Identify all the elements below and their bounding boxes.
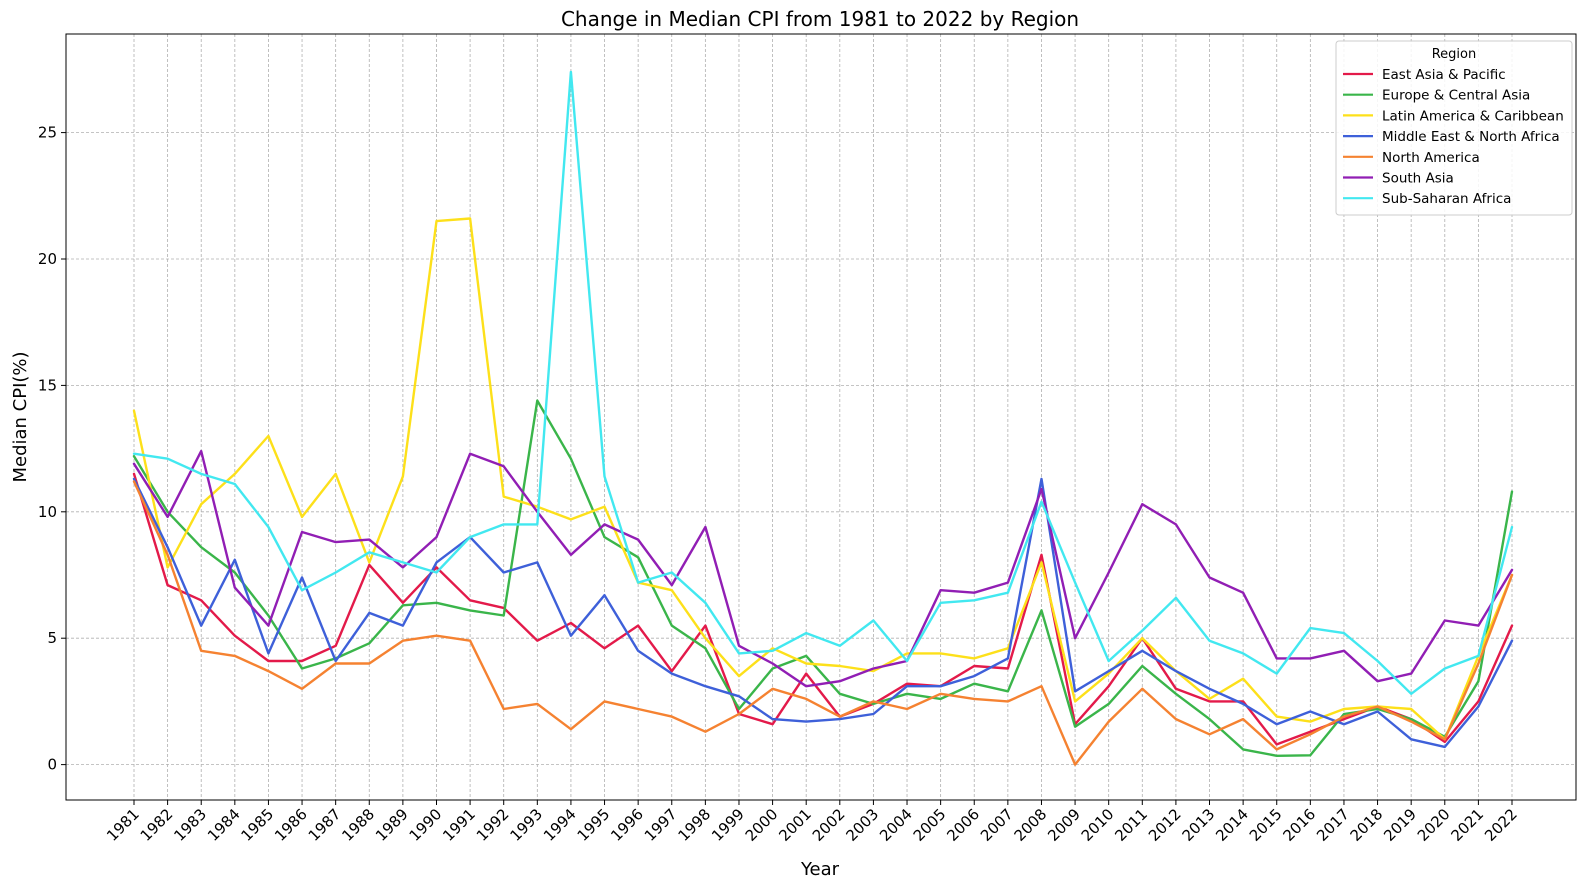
x-tick-label: 2005: [910, 805, 950, 845]
chart-title: Change in Median CPI from 1981 to 2022 b…: [561, 7, 1079, 31]
grid-layer: [66, 34, 1576, 800]
y-axis-label: Median CPI(%): [10, 351, 31, 482]
x-tick-label: 2017: [1313, 805, 1353, 845]
y-tick-label: 10: [38, 503, 57, 521]
x-tick-label: 1995: [574, 805, 614, 845]
x-tick-label: 2009: [1044, 805, 1084, 845]
x-tick-label: 1986: [271, 805, 311, 845]
series-line-north-america: [132, 480, 1514, 766]
series-line-europe-central-asia: [132, 399, 1514, 757]
x-tick-label: 1993: [506, 805, 546, 845]
series-line-middle-east-north-africa: [132, 477, 1514, 749]
x-tick-label: 1994: [540, 805, 580, 845]
x-tick-label: 2007: [977, 805, 1017, 845]
x-tick-label: 1999: [708, 805, 748, 845]
series-line-sub-saharan-africa: [132, 70, 1514, 695]
x-tick-label: 1997: [641, 805, 681, 845]
legend-box: [1335, 40, 1573, 216]
legend-label-middle-east-north-africa: Middle East & North Africa: [1382, 129, 1560, 145]
series-layer: [132, 70, 1514, 766]
x-tick-label: 2020: [1414, 805, 1454, 845]
x-tick-label: 2003: [843, 805, 883, 845]
x-tick-label: 1984: [204, 805, 244, 845]
x-axis-label: Year: [800, 859, 840, 880]
x-tick-label: 1996: [607, 805, 647, 845]
x-tick-label: 1990: [406, 805, 446, 845]
legend-label-east-asia-pacific: East Asia & Pacific: [1382, 67, 1506, 83]
x-tick-label: 1985: [238, 805, 278, 845]
x-tick-label: 1988: [338, 805, 378, 845]
x-tick-label: 2013: [1179, 805, 1219, 845]
x-tick-label: 2010: [1078, 805, 1118, 845]
x-tick-label: 2014: [1212, 805, 1252, 845]
x-tick-label: 2019: [1380, 805, 1420, 845]
x-tick-label: 2012: [1145, 805, 1185, 845]
x-tick-label: 2015: [1246, 805, 1286, 845]
x-tick-label: 1981: [103, 805, 143, 845]
y-tick-label: 5: [47, 629, 57, 647]
x-tick-label: 2011: [1111, 805, 1151, 845]
x-tick-label: 2018: [1347, 805, 1387, 845]
series-line-south-asia: [132, 449, 1514, 688]
legend-label-sub-saharan-africa: Sub-Saharan Africa: [1382, 191, 1511, 207]
legend-title: Region: [1432, 47, 1477, 62]
x-tick-label: 2016: [1279, 805, 1319, 845]
plot-area-frame: [65, 33, 1577, 801]
x-tick-label: 1989: [372, 805, 412, 845]
x-tick-label: 2021: [1447, 805, 1487, 845]
legend-label-south-asia: South Asia: [1382, 171, 1454, 187]
y-tick-label: 25: [38, 124, 57, 142]
legend-label-europe-central-asia: Europe & Central Asia: [1382, 88, 1530, 104]
legend: Region East Asia & Pacific Europe & Centr…: [1335, 40, 1573, 216]
series-line-east-asia-pacific: [132, 472, 1514, 746]
x-tick-label: 2002: [809, 805, 849, 845]
series-line-latin-america-caribbean: [132, 217, 1514, 741]
x-tick-label: 1982: [137, 805, 177, 845]
x-tick-label: 2022: [1481, 805, 1521, 845]
x-tick-label: 2008: [1011, 805, 1051, 845]
x-tick-label: 1998: [674, 805, 714, 845]
y-tick-label: 0: [47, 756, 57, 774]
legend-label-north-america: North America: [1382, 150, 1480, 166]
x-tick-label: 1983: [170, 805, 210, 845]
x-tick-label: 2001: [775, 805, 815, 845]
x-tick-label: 2004: [876, 805, 916, 845]
legend-label-latin-america-caribbean: Latin America & Caribbean: [1382, 108, 1564, 124]
x-tick-label: 1991: [439, 805, 479, 845]
x-tick-label: 1992: [473, 805, 513, 845]
y-tick-label: 15: [38, 376, 57, 394]
y-tick-label: 20: [38, 250, 57, 268]
x-tick-label: 1987: [305, 805, 345, 845]
x-tick-label: 2006: [943, 805, 983, 845]
x-tick-label: 2000: [742, 805, 782, 845]
